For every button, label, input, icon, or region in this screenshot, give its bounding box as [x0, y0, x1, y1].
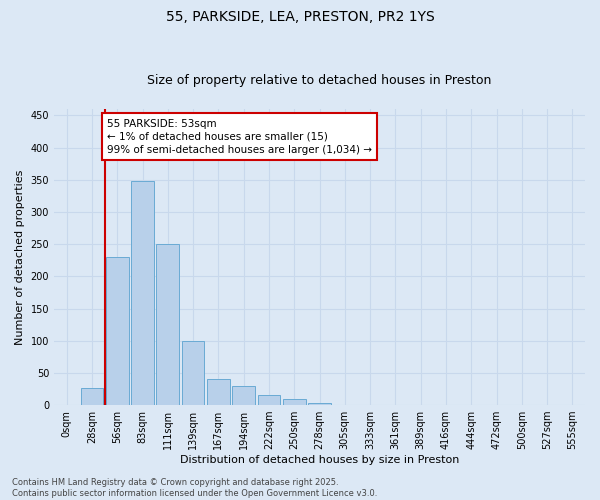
Bar: [157, 244, 179, 405]
Bar: [257, 396, 280, 405]
Bar: [131, 181, 154, 405]
Bar: [308, 402, 331, 405]
Bar: [182, 340, 205, 405]
Y-axis label: Number of detached properties: Number of detached properties: [15, 170, 25, 344]
Bar: [80, 388, 103, 405]
Text: Contains HM Land Registry data © Crown copyright and database right 2025.
Contai: Contains HM Land Registry data © Crown c…: [12, 478, 377, 498]
Bar: [283, 398, 305, 405]
Text: 55, PARKSIDE, LEA, PRESTON, PR2 1YS: 55, PARKSIDE, LEA, PRESTON, PR2 1YS: [166, 10, 434, 24]
Bar: [106, 257, 128, 405]
Bar: [207, 380, 230, 405]
X-axis label: Distribution of detached houses by size in Preston: Distribution of detached houses by size …: [180, 455, 459, 465]
Title: Size of property relative to detached houses in Preston: Size of property relative to detached ho…: [148, 74, 492, 87]
Text: 55 PARKSIDE: 53sqm
← 1% of detached houses are smaller (15)
99% of semi-detached: 55 PARKSIDE: 53sqm ← 1% of detached hous…: [107, 118, 372, 155]
Bar: [232, 386, 255, 405]
